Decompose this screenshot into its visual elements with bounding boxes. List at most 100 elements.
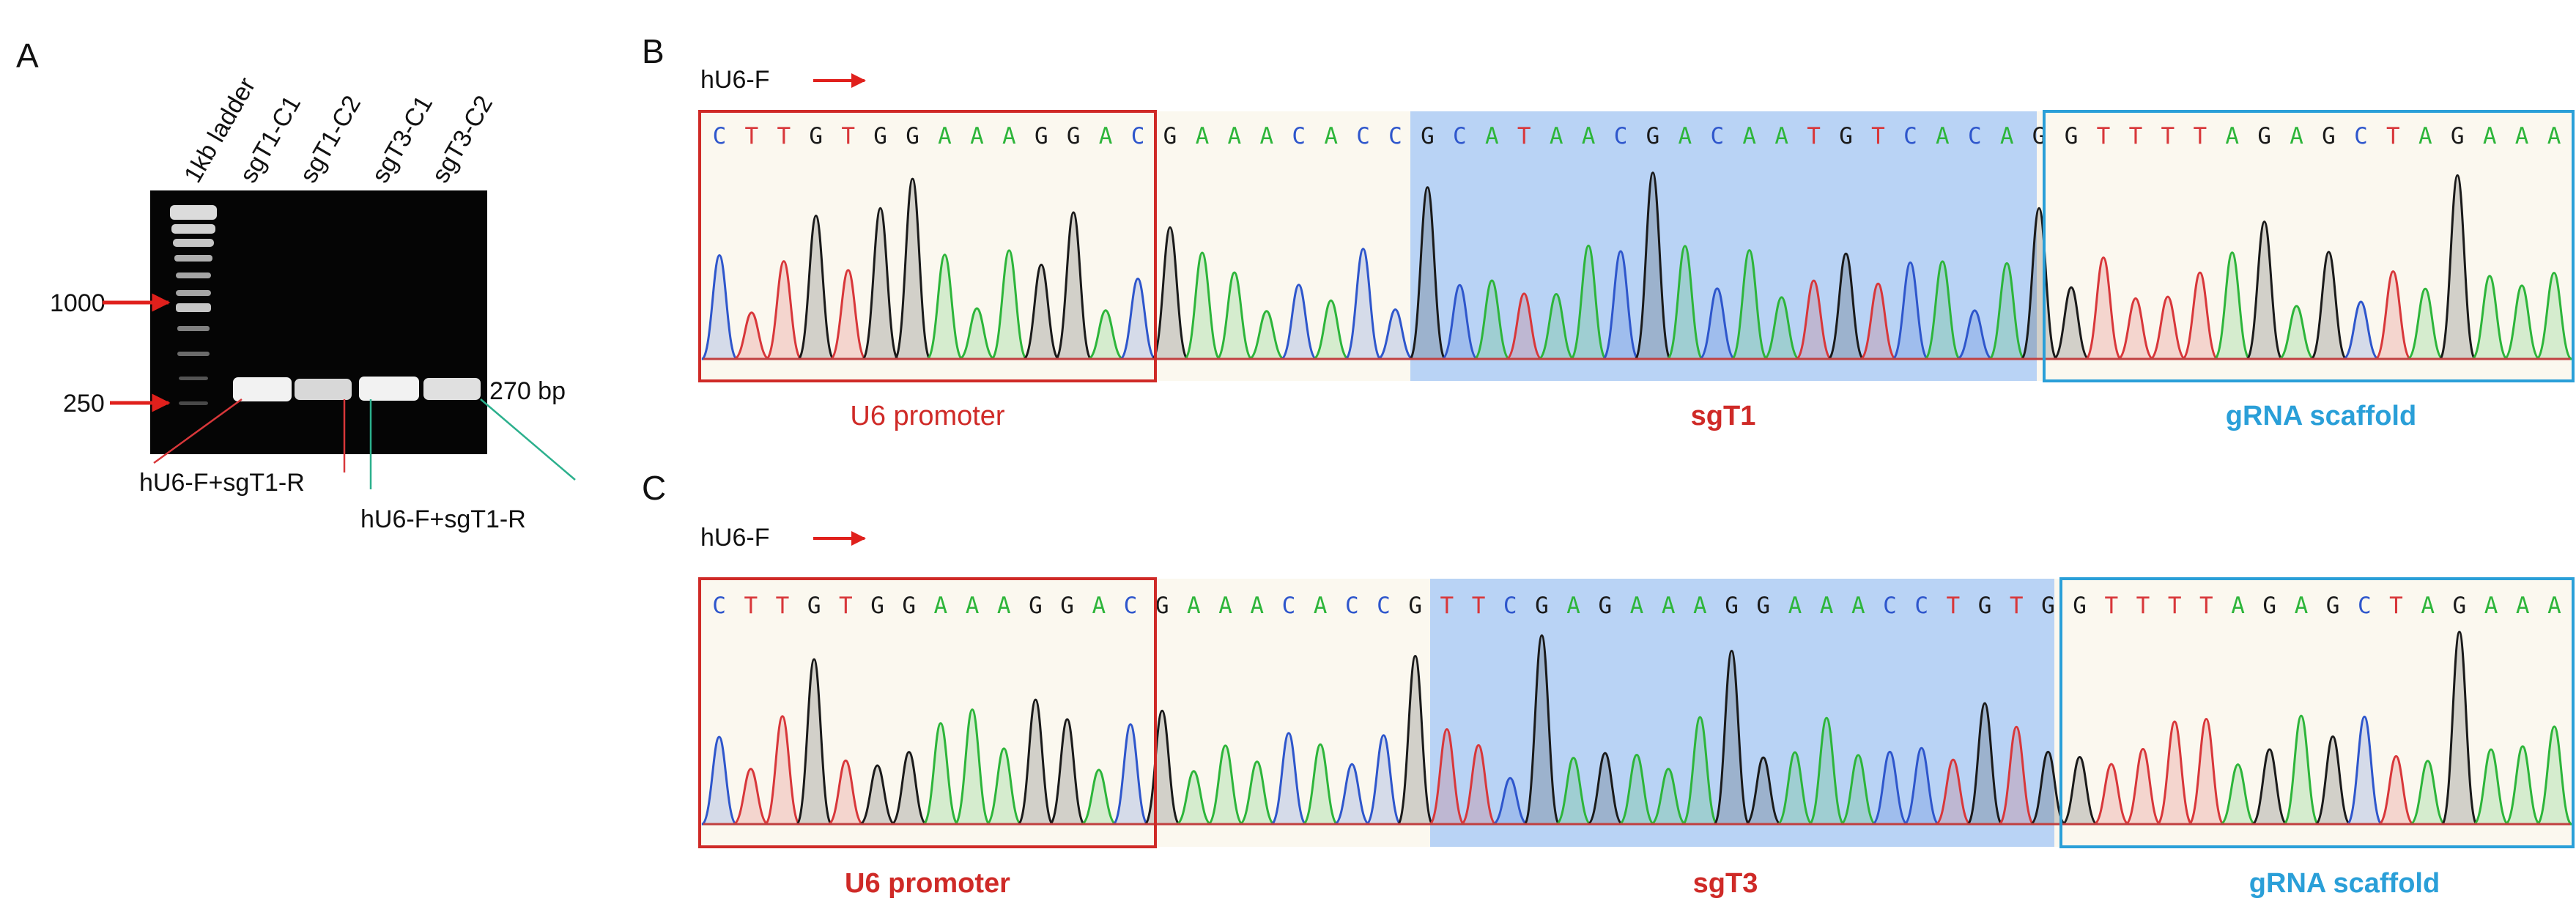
panel-b-region-label-scaffold: gRNA scaffold (2226, 401, 2416, 431)
trace-peak (1215, 271, 1253, 360)
panel-c-primer-label: hU6-F (700, 524, 769, 552)
trace-peak (2251, 748, 2288, 826)
trace-peak (829, 269, 867, 360)
base-call: T (1472, 593, 1486, 619)
trace-peak (1023, 263, 1060, 360)
trace-peak (2093, 763, 2130, 826)
trace-peak (2282, 714, 2320, 826)
trace-peak (1634, 171, 1672, 360)
trace-peak (1777, 751, 1813, 826)
panel-c-region-label-scaffold: gRNA scaffold (2249, 868, 2440, 899)
trace-peak (763, 715, 802, 826)
base-call: G (2451, 123, 2465, 149)
base-call: A (1092, 593, 1106, 619)
trace-peak (700, 253, 739, 360)
band-sgt1-c2 (295, 379, 352, 400)
base-call: A (1228, 123, 1242, 149)
trace-peak (797, 214, 835, 360)
trace-peak (1859, 282, 1897, 360)
trace-peak (1087, 309, 1124, 360)
base-call: G (1155, 593, 1169, 619)
trace-peak (2020, 207, 2058, 360)
base-call: A (1259, 123, 1273, 149)
base-call: T (839, 593, 853, 619)
base-call: C (1377, 593, 1391, 619)
trace-peak (1523, 634, 1561, 826)
trace-peak (1538, 293, 1575, 360)
trace-peak (2536, 725, 2573, 826)
marker-250-label: 250 (63, 390, 105, 418)
trace-peak (1698, 287, 1736, 360)
trace-peak (2503, 284, 2541, 360)
trace-peak (765, 260, 803, 360)
trace-peak (1807, 716, 1846, 826)
base-call: A (2290, 123, 2303, 149)
base-call: A (2000, 123, 2014, 149)
trace-peak (1555, 757, 1592, 826)
trace-peak (2440, 630, 2479, 826)
base-call: G (2326, 593, 2340, 619)
base-call: A (2483, 123, 2497, 149)
base-call: A (2225, 123, 2239, 149)
trace-peak (1183, 251, 1221, 360)
panel-b-letter: B (642, 32, 665, 70)
trace-peak (1569, 244, 1607, 360)
trace-peak (1054, 211, 1092, 360)
trace-peak (1731, 249, 1769, 360)
base-call: C (1356, 123, 1370, 149)
base-call: A (1742, 123, 1756, 149)
base-call: A (1250, 593, 1264, 619)
panel-b-region-label-promoter: U6 promoter (850, 401, 1005, 431)
base-call: G (1978, 593, 1992, 619)
base-call: T (1517, 123, 1531, 149)
trace-peak (1473, 279, 1511, 360)
base-call: G (1060, 593, 1074, 619)
trace-peak (2314, 735, 2352, 826)
base-call: A (1314, 593, 1328, 619)
base-call: A (1485, 123, 1499, 149)
base-call: G (906, 123, 919, 149)
base-call: A (1936, 123, 1950, 149)
trace-peak (2155, 720, 2194, 826)
trace-peak (1302, 743, 1339, 826)
base-call: G (2032, 123, 2046, 149)
base-call: T (776, 593, 790, 619)
trace-peak (733, 311, 770, 360)
trace-peak (1923, 260, 1961, 360)
trace-peak (2149, 295, 2186, 360)
base-call: G (1067, 123, 1081, 149)
base-call: A (1788, 593, 1802, 619)
panel-b-primer-label: hU6-F (700, 66, 769, 94)
base-call: A (938, 123, 952, 149)
trace-peak (1492, 776, 1528, 826)
base-call: T (2386, 123, 2400, 149)
base-call: T (1871, 123, 1885, 149)
base-call: C (713, 123, 727, 149)
base-call: T (744, 593, 758, 619)
band-sgt1-c1 (233, 377, 292, 401)
base-call: A (2547, 123, 2561, 149)
base-call: T (777, 123, 791, 149)
base-call: T (2193, 123, 2207, 149)
trace-peak (922, 722, 960, 826)
base-call: A (1550, 123, 1563, 149)
trace-peak (1239, 760, 1276, 826)
base-call: T (1807, 123, 1821, 149)
trace-peak (1745, 756, 1782, 826)
trace-peak (1506, 292, 1543, 360)
panel-a-letter: A (16, 37, 39, 75)
trace-peak (2410, 760, 2446, 826)
base-call: C (1388, 123, 1402, 149)
base-call: C (1292, 123, 1306, 149)
panel-b-promoter-box (698, 110, 1157, 382)
base-call: C (712, 593, 726, 619)
trace-peak (2407, 287, 2444, 360)
marker-1000-label: 1000 (50, 289, 106, 317)
trace-peak (2220, 763, 2257, 826)
trace-peak (1151, 226, 1189, 360)
trace-peak (1840, 754, 1876, 826)
trace-peak (1618, 753, 1655, 826)
base-call: A (1196, 123, 1210, 149)
